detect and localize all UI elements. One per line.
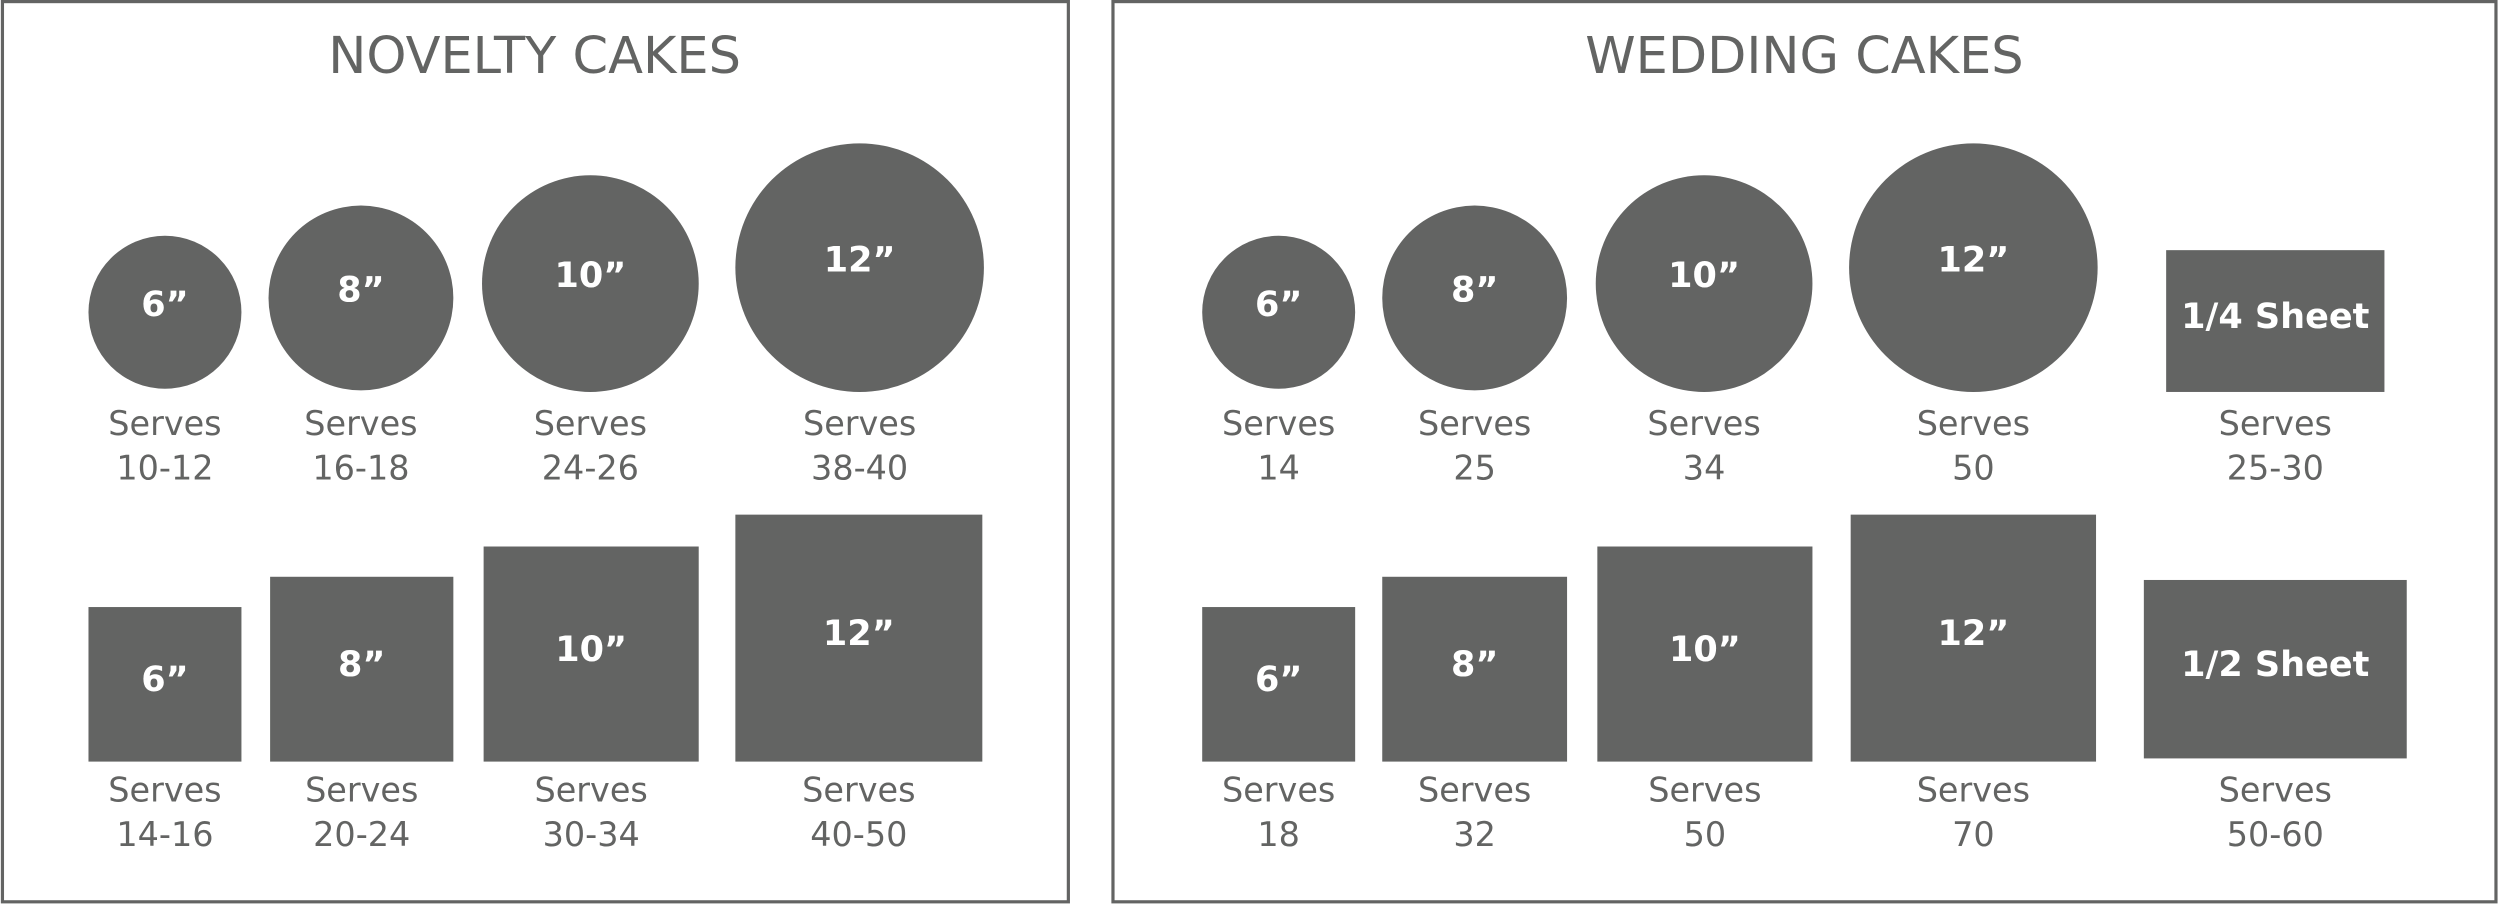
cake-size: 6” [1255,284,1302,325]
serves-caption: Serves [1917,404,2030,443]
serves-caption: Serves [304,404,417,443]
serves-caption: Serves [535,770,648,809]
cake-size: 6” [141,659,188,700]
cake-size: 10” [555,629,627,670]
cake-square [1382,576,1568,762]
cake-size: 6” [1255,659,1302,700]
cake-round [268,205,454,391]
cake-square [2166,250,2385,392]
cake-square [270,576,454,762]
cake-square [2143,579,2407,759]
serves-count: 34 [1683,449,1726,488]
cake-size: 10” [1669,629,1741,670]
panel-title: WEDDING CAKES [1585,27,2023,86]
cake-size: 1/4 Sheet [2181,296,2369,337]
serves-caption: Serves [1418,404,1531,443]
cake-size: 8” [338,644,385,685]
serves-count: 14 [1257,449,1300,488]
cake-round [735,143,984,392]
cake-square [483,546,699,762]
serves-caption: Serves [2219,404,2332,443]
cake-size: 10” [554,255,626,296]
serves-caption: Serves [1648,770,1761,809]
cake-size: 1/2 Sheet [2181,644,2369,685]
serves-count: 50-60 [2227,815,2324,854]
serves-caption: Serves [534,404,647,443]
cake-square [1202,607,1356,762]
panel-border [0,0,1070,904]
serves-count: 40-50 [810,815,907,854]
serves-caption: Serves [1222,404,1335,443]
serves-count: 25 [1453,449,1496,488]
serves-count: 50 [1952,449,1995,488]
cake-size: 12” [1937,239,2009,280]
serves-count: 18 [1257,815,1300,854]
cake-size: 8” [1451,644,1498,685]
cake-size: 12” [823,613,895,654]
cake-size: 10” [1668,255,1740,296]
panel-border [1111,0,2498,904]
serves-caption: Serves [108,404,221,443]
panel-title: NOVELTY CAKES [328,27,741,86]
serves-caption: Serves [1647,404,1760,443]
serves-count: 25-30 [2227,449,2324,488]
serves-caption: Serves [305,770,418,809]
cake-square [88,607,242,762]
serves-caption: Serves [802,770,915,809]
cake-size: 8” [337,270,384,311]
serves-count: 16-18 [312,449,409,488]
serves-count: 10-12 [116,449,213,488]
cake-size: 12” [1937,613,2009,654]
cake-size: 6” [141,284,188,325]
serves-count: 24-26 [542,449,639,488]
cake-round [88,235,242,389]
serves-caption: Serves [108,770,221,809]
cake-round [1382,205,1568,391]
cake-size: 12” [824,239,896,280]
cake-round [1595,175,1813,392]
serves-caption: Serves [1222,770,1335,809]
serves-caption: Serves [2219,770,2332,809]
serves-count: 30-34 [543,815,640,854]
serves-count: 38-40 [811,449,908,488]
cake-square [1850,514,2097,762]
serves-caption: Serves [1418,770,1531,809]
serves-count: 50 [1684,815,1727,854]
cake-round [482,175,699,392]
serves-count: 14-16 [116,815,213,854]
cake-square [1597,546,1813,762]
serves-count: 32 [1453,815,1496,854]
cake-round [1849,143,2098,392]
cake-round [1202,235,1356,389]
serves-caption: Serves [803,404,916,443]
serves-count: 70 [1952,815,1995,854]
serves-count: 20-24 [313,815,410,854]
cake-square [735,514,983,762]
cake-size: 8” [1451,270,1498,311]
serves-caption: Serves [1917,770,2030,809]
